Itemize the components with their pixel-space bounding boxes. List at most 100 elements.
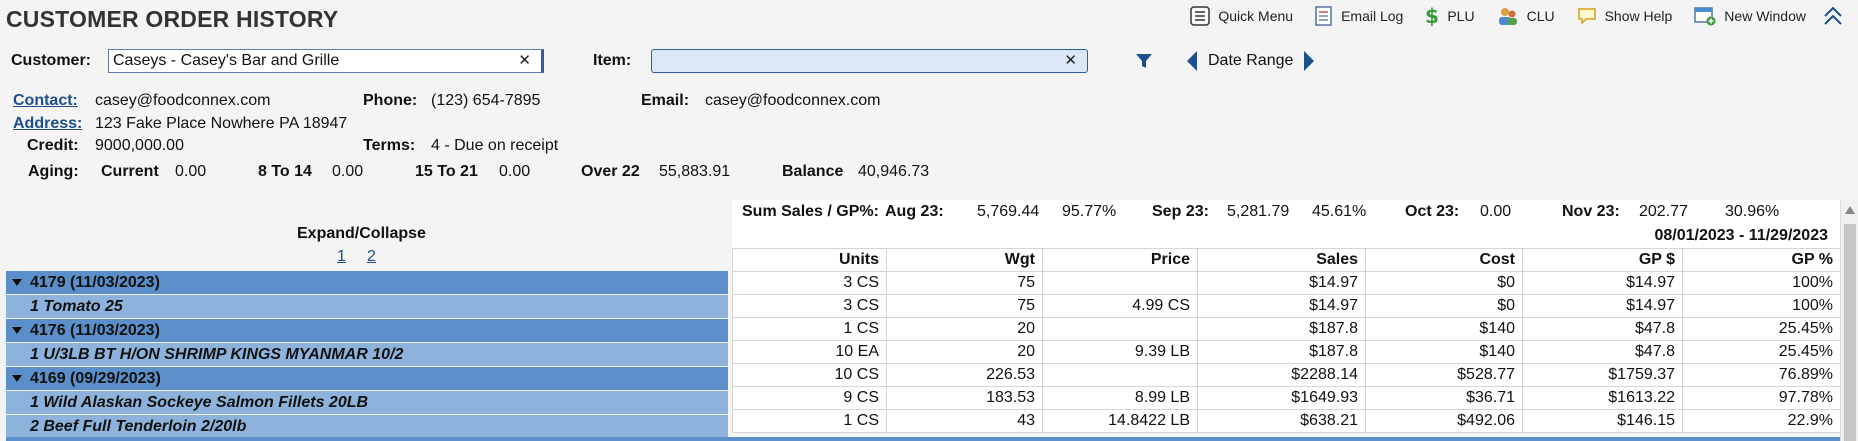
- item-label: 1 Tomato 25: [30, 297, 123, 315]
- order-tree-row[interactable]: 4179 (11/03/2023): [6, 271, 728, 295]
- item-tree-row[interactable]: 2 Beef Full Tenderloin 2/20lb: [6, 415, 728, 439]
- grid-cell: $14.97: [1197, 271, 1366, 295]
- item-tree-row[interactable]: 1 Tomato 25: [6, 295, 728, 319]
- order-row[interactable]: 10 CS 226.53 $2288.14 $528.77 $1759.37 76.89%: [732, 363, 1841, 387]
- filter-icon[interactable]: [1135, 53, 1153, 69]
- order-tree-row[interactable]: 4176 (11/03/2023): [6, 319, 728, 343]
- aging-8to14-value: 0.00: [332, 163, 364, 180]
- grid-cell: 100%: [1682, 271, 1841, 295]
- expand-level-1-link[interactable]: 1: [337, 248, 346, 265]
- contact-link[interactable]: Contact:: [13, 92, 78, 109]
- address-link[interactable]: Address:: [13, 115, 83, 132]
- expand-level-2-link[interactable]: 2: [367, 248, 376, 265]
- grid-cell: 1 CS: [732, 317, 887, 341]
- item-row[interactable]: 10 EA 20 9.39 LB $187.8 $140 $47.8 25.45%: [732, 340, 1841, 364]
- help-bubble-icon: [1577, 8, 1596, 25]
- aging-label: Aging:: [28, 163, 79, 180]
- item-clear-icon[interactable]: ✕: [1064, 52, 1077, 69]
- prev-arrow-icon[interactable]: [1186, 50, 1198, 72]
- order-row[interactable]: 3 CS 75 $14.97 $0 $14.97 100%: [732, 271, 1841, 295]
- item-row[interactable]: 9 CS 183.53 8.99 LB $1649.93 $36.71 $1613.22 9…: [732, 386, 1841, 410]
- col-wgt-header[interactable]: Wgt: [886, 248, 1043, 272]
- summary-sales-sep: 5,281.79: [1227, 203, 1290, 220]
- expand-collapse-label: Expand/Collapse: [297, 225, 426, 242]
- grid-cell: $146.15: [1522, 409, 1683, 433]
- next-arrow-icon[interactable]: [1303, 50, 1315, 72]
- order-tree-row[interactable]: 4169 (09/29/2023): [6, 367, 728, 391]
- aging-8to14-label: 8 To 14: [258, 163, 312, 180]
- grid-cell: $638.21: [1197, 409, 1366, 433]
- order-label: 4179 (11/03/2023): [30, 273, 160, 291]
- new-window-button[interactable]: New Window: [1694, 6, 1806, 26]
- summary-gp-sep: 45.61%: [1312, 203, 1367, 220]
- plu-button[interactable]: $ PLU: [1425, 5, 1474, 27]
- grid-cell: 3 CS: [732, 294, 887, 318]
- expand-caret-icon[interactable]: [12, 375, 22, 382]
- collapse-header-button[interactable]: [1822, 5, 1852, 27]
- col-gp-percent-header[interactable]: GP %: [1682, 248, 1841, 272]
- phone-value: (123) 654-7895: [431, 92, 541, 109]
- aging-current-value: 0.00: [175, 163, 207, 180]
- item-row[interactable]: 1 CS 43 14.8422 LB $638.21 $492.06 $146.15 22.…: [732, 409, 1841, 433]
- toolbar: Quick Menu Email Log $ PLU CLU Show Help…: [1168, 2, 1858, 30]
- grid-cell: 226.53: [886, 363, 1043, 387]
- summary-gp-nov: 30.96%: [1725, 203, 1780, 220]
- page-title: CUSTOMER ORDER HISTORY: [6, 6, 339, 32]
- grid-cell: $14.97: [1522, 294, 1683, 318]
- email-log-button[interactable]: Email Log: [1315, 6, 1403, 26]
- grid-cell: 10 CS: [732, 363, 887, 387]
- summary-month-sep: Sep 23:: [1152, 203, 1209, 220]
- col-units-header[interactable]: Units: [732, 248, 887, 272]
- summary-gp-aug: 95.77%: [1062, 203, 1117, 220]
- grid-cell: 1 CS: [732, 409, 887, 433]
- grid-cell: [1042, 317, 1198, 341]
- customer-clear-icon[interactable]: ✕: [518, 52, 531, 69]
- users-icon: [1498, 8, 1517, 25]
- scrollbar-thumb[interactable]: [1844, 224, 1856, 441]
- email-value: casey@foodconnex.com: [705, 92, 881, 109]
- grid-cell: 76.89%: [1682, 363, 1841, 387]
- credit-label: Credit:: [27, 137, 79, 154]
- summary-sales-aug: 5,769.44: [977, 203, 1040, 220]
- grid-cell: [1042, 271, 1198, 295]
- next-order-row-partial: [6, 437, 1840, 441]
- show-help-button[interactable]: Show Help: [1577, 7, 1672, 25]
- email-log-icon: [1315, 6, 1332, 26]
- expand-caret-icon[interactable]: [12, 327, 22, 334]
- date-range-label: Date Range: [1208, 52, 1294, 69]
- grid-cell: 9.39 LB: [1042, 340, 1198, 364]
- grid-cell: $14.97: [1197, 294, 1366, 318]
- date-range-value: 08/01/2023 - 11/29/2023: [1654, 227, 1829, 244]
- expand-caret-icon[interactable]: [12, 279, 22, 286]
- quick-menu-button[interactable]: Quick Menu: [1190, 6, 1293, 26]
- item-label: 1 Wild Alaskan Sockeye Salmon Fillets 20…: [30, 393, 369, 411]
- col-cost-header[interactable]: Cost: [1365, 248, 1523, 272]
- grid-cell: $528.77: [1365, 363, 1523, 387]
- grid-cell: [1042, 363, 1198, 387]
- clu-button[interactable]: CLU: [1497, 6, 1555, 26]
- customer-input[interactable]: Caseys - Casey's Bar and Grille ✕: [108, 49, 544, 73]
- grid-cell: 10 EA: [732, 340, 887, 364]
- phone-label: Phone:: [363, 92, 418, 109]
- item-tree-row[interactable]: 1 Wild Alaskan Sockeye Salmon Fillets 20…: [6, 391, 728, 415]
- summary-label: Sum Sales / GP%:: [742, 203, 879, 220]
- order-tree: 4179 (11/03/2023) 1 Tomato 25 4176 (11/03/…: [6, 271, 728, 439]
- item-input[interactable]: ✕: [651, 49, 1088, 73]
- grid-cell: 183.53: [886, 386, 1043, 410]
- grid-cell: $187.8: [1197, 317, 1366, 341]
- col-sales-header[interactable]: Sales: [1197, 248, 1366, 272]
- order-label: 4169 (09/29/2023): [30, 369, 161, 387]
- balance-label: Balance: [782, 163, 844, 180]
- aging-15to21-label: 15 To 21: [415, 163, 478, 180]
- col-price-header[interactable]: Price: [1042, 248, 1198, 272]
- item-row[interactable]: 3 CS 75 4.99 CS $14.97 $0 $14.97 100%: [732, 294, 1841, 318]
- grid-cell: $1613.22: [1522, 386, 1683, 410]
- item-tree-row[interactable]: 1 U/3LB BT H/ON SHRIMP KINGS MYANMAR 10/…: [6, 343, 728, 367]
- grid-scrollbar[interactable]: [1840, 200, 1858, 441]
- col-gp-dollar-header[interactable]: GP $: [1522, 248, 1683, 272]
- balance-value: 40,946.73: [858, 163, 930, 180]
- summary-month-aug: Aug 23:: [885, 203, 944, 220]
- scroll-up-icon[interactable]: [1845, 206, 1855, 214]
- order-row[interactable]: 1 CS 20 $187.8 $140 $47.8 25.45%: [732, 317, 1841, 341]
- grid-cell: 97.78%: [1682, 386, 1841, 410]
